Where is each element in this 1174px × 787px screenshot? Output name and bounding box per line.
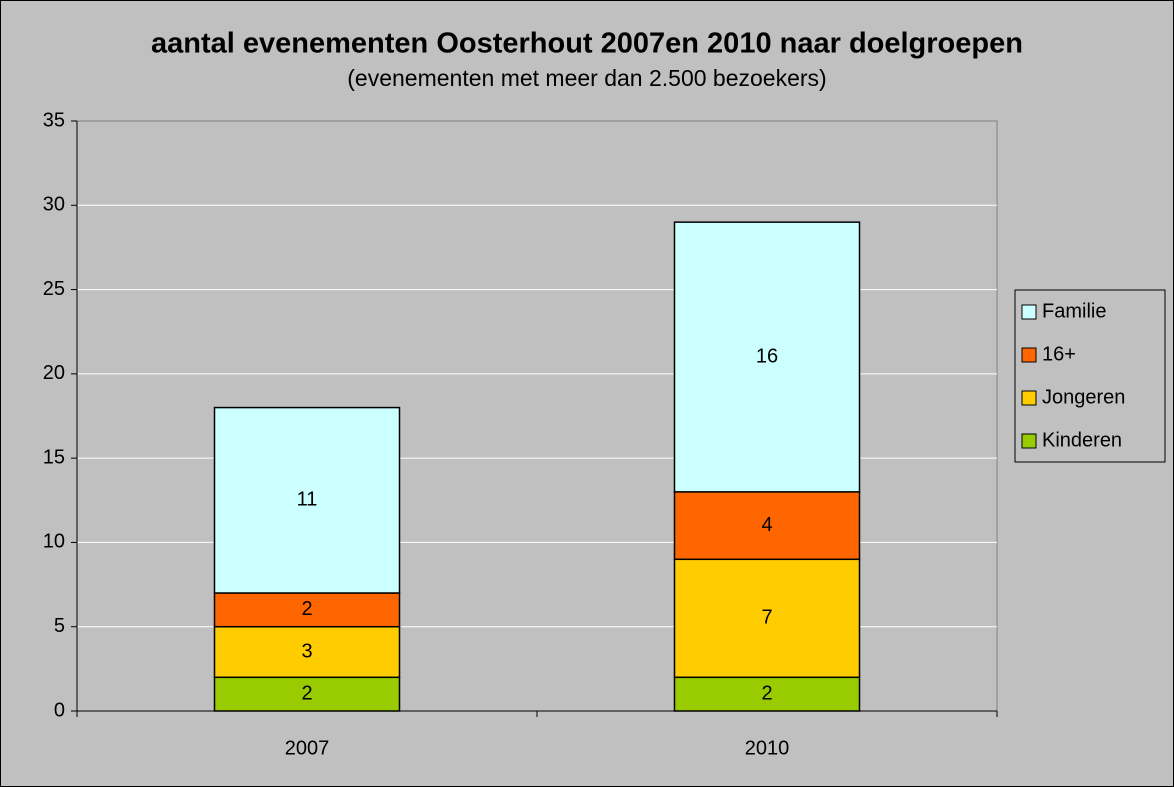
bar-segment	[213, 406, 401, 594]
data-label: 2	[301, 598, 312, 620]
data-label: 2	[301, 682, 312, 704]
y-tick-label: 15	[43, 446, 65, 468]
bar-segment	[673, 676, 861, 712]
data-label: 2	[761, 682, 772, 704]
legend-label: Familie	[1042, 300, 1106, 322]
y-tick-label: 20	[43, 362, 65, 384]
data-label: 16	[756, 345, 778, 367]
chart-title: aantal evenementen Oosterhout 2007en 201…	[151, 28, 1023, 60]
legend-box	[1014, 289, 1166, 463]
data-label: 3	[301, 640, 312, 662]
bar-segment	[673, 221, 861, 493]
y-tick-label: 10	[43, 531, 65, 553]
data-label: 7	[761, 607, 772, 629]
legend-swatch	[1021, 390, 1037, 406]
legend-swatch	[1021, 433, 1037, 449]
chart-subtitle: (evenementen met meer dan 2.500 bezoeker…	[347, 65, 826, 91]
y-tick-label: 25	[43, 278, 65, 300]
data-label: 4	[761, 514, 772, 536]
legend-label: Jongeren	[1042, 386, 1125, 408]
legend-swatch	[1021, 304, 1037, 320]
bar-segment	[673, 491, 861, 561]
y-tick-label: 5	[54, 615, 65, 637]
y-tick-label: 0	[54, 699, 65, 721]
bar-segment	[213, 592, 401, 628]
x-tick-label: 2010	[745, 737, 790, 759]
y-tick-label: 30	[43, 194, 65, 216]
x-tick-label: 2007	[285, 737, 330, 759]
legend-label: Kinderen	[1042, 429, 1122, 451]
data-label: 11	[297, 489, 318, 511]
bar-segment	[213, 676, 401, 712]
legend-label: 16+	[1042, 343, 1076, 365]
y-tick-label: 35	[43, 109, 65, 131]
bar-segment	[673, 558, 861, 679]
bar-segment	[213, 625, 401, 679]
legend-swatch	[1021, 347, 1037, 363]
